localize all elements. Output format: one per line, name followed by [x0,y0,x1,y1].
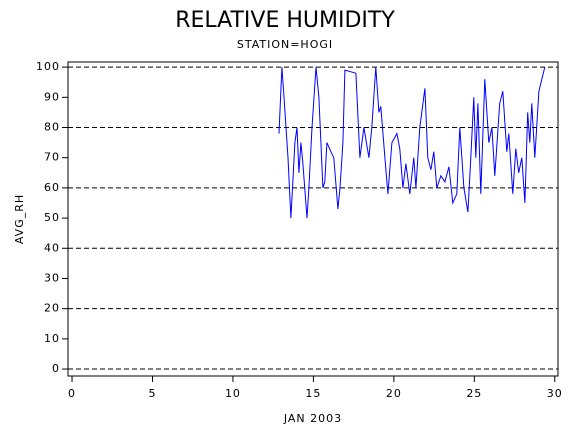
chart-subtitle: STATION=HOGI [237,38,333,51]
x-tick-label: 10 [225,387,241,400]
y-tick-label: 50 [44,211,60,224]
y-tick-label: 0 [52,362,60,375]
x-tick-label: 15 [305,387,321,400]
x-tick-label: 30 [547,387,563,400]
y-tick-label: 60 [44,181,60,194]
y-tick-label: 70 [44,151,60,164]
y-tick-label: 20 [44,302,60,315]
y-axis-label: AVG_RH [13,194,26,244]
x-axis-label: JAN 2003 [283,412,342,425]
x-tick-label: 25 [466,387,482,400]
x-tick-label: 20 [386,387,402,400]
chart-title: RELATIVE HUMIDITY [175,8,395,33]
y-tick-label: 100 [36,60,60,73]
y-tick-label: 10 [44,332,60,345]
x-tick-label: 5 [148,387,156,400]
x-tick-label: 0 [68,387,76,400]
data-line [278,66,546,219]
y-tick-label: 90 [44,90,60,103]
y-tick-label: 30 [44,271,60,284]
y-tick-label: 40 [44,241,60,254]
y-tick-label: 80 [44,121,60,134]
